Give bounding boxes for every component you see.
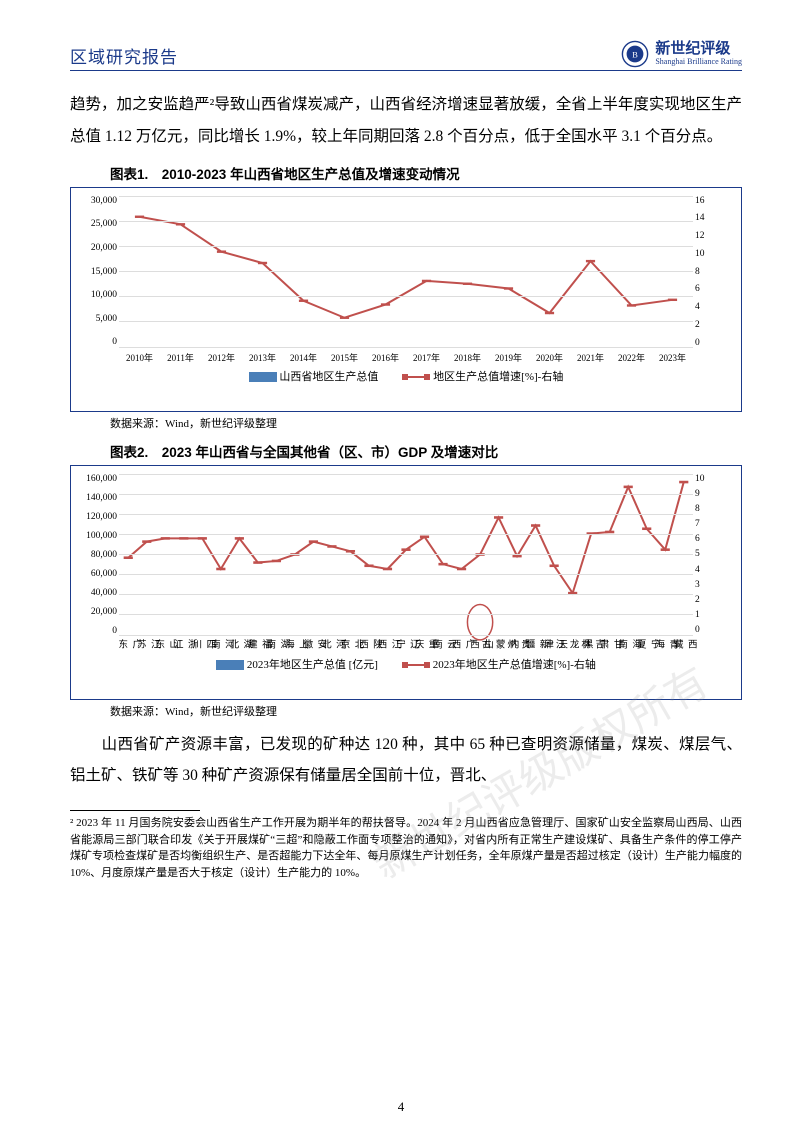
fig1-y-left-axis: 30,00025,00020,00015,00010,0005,0000 [81,196,117,348]
figure2-title: 图表2. 2023 年山西省与全国其他省（区、市）GDP 及增速对比 [110,441,742,461]
brand-name-cn: 新世纪评级 [655,41,742,58]
intro-paragraph: 趋势，加之安监趋严²导致山西省煤炭减产，山西省经济增速显著放缓，全省上半年度实现… [70,89,742,153]
svg-text:B: B [633,51,639,60]
fig2-y-right-axis: 109876543210 [695,474,731,636]
footnote-separator [70,810,200,811]
fig1-plot-area: 2010年2011年2012年2013年2014年2015年2016年2017年… [119,196,693,348]
closing-paragraph: 山西省矿产资源丰富，已发现的矿种达 120 种，其中 65 种已查明资源储量，煤… [70,729,742,793]
figure1-title: 图表1. 2010-2023 年山西省地区生产总值及增速变动情况 [110,163,742,183]
figure2-chart: 160,000140,000120,000100,00080,00060,000… [70,465,742,700]
report-type-title: 区域研究报告 [70,43,178,68]
fig1-legend-bar-label: 山西省地区生产总值 [279,371,378,383]
fig2-y-left-axis: 160,000140,000120,000100,00080,00060,000… [81,474,117,636]
figure2-source: 数据来源：Wind，新世纪评级整理 [110,703,742,719]
fig2-legend-line-label: 2023年地区生产总值增速[%]-右轴 [433,659,596,671]
figure1-chart: 30,00025,00020,00015,00010,0005,0000 161… [70,187,742,412]
fig1-legend: 山西省地区生产总值 地区生产总值增速[%]-右轴 [81,368,731,384]
fig2-plot-area: 广东江苏山东浙江四川河南湖北福建湖南上海安徽河北北京陕西江西辽宁重庆云南广西山西… [119,474,693,636]
fig2-legend-bar-label: 2023年地区生产总值 [亿元] [247,659,378,671]
page-number: 4 [0,1099,802,1115]
page-header: 区域研究报告 B 新世纪评级 Shanghai Brilliance Ratin… [70,40,742,71]
footnote-text: ² 2023 年 11 月国务院安委会山西省生产工作开展为期半年的帮扶督导。20… [70,815,742,881]
figure1-source: 数据来源：Wind，新世纪评级整理 [110,415,742,431]
brand-logo: B 新世纪评级 Shanghai Brilliance Rating [621,40,742,68]
brand-name-en: Shanghai Brilliance Rating [655,58,742,67]
fig2-legend: 2023年地区生产总值 [亿元] 2023年地区生产总值增速[%]-右轴 [81,656,731,672]
brand-logo-icon: B [621,40,649,68]
fig1-y-right-axis: 1614121086420 [695,196,731,348]
fig1-legend-line-label: 地区生产总值增速[%]-右轴 [433,371,563,383]
